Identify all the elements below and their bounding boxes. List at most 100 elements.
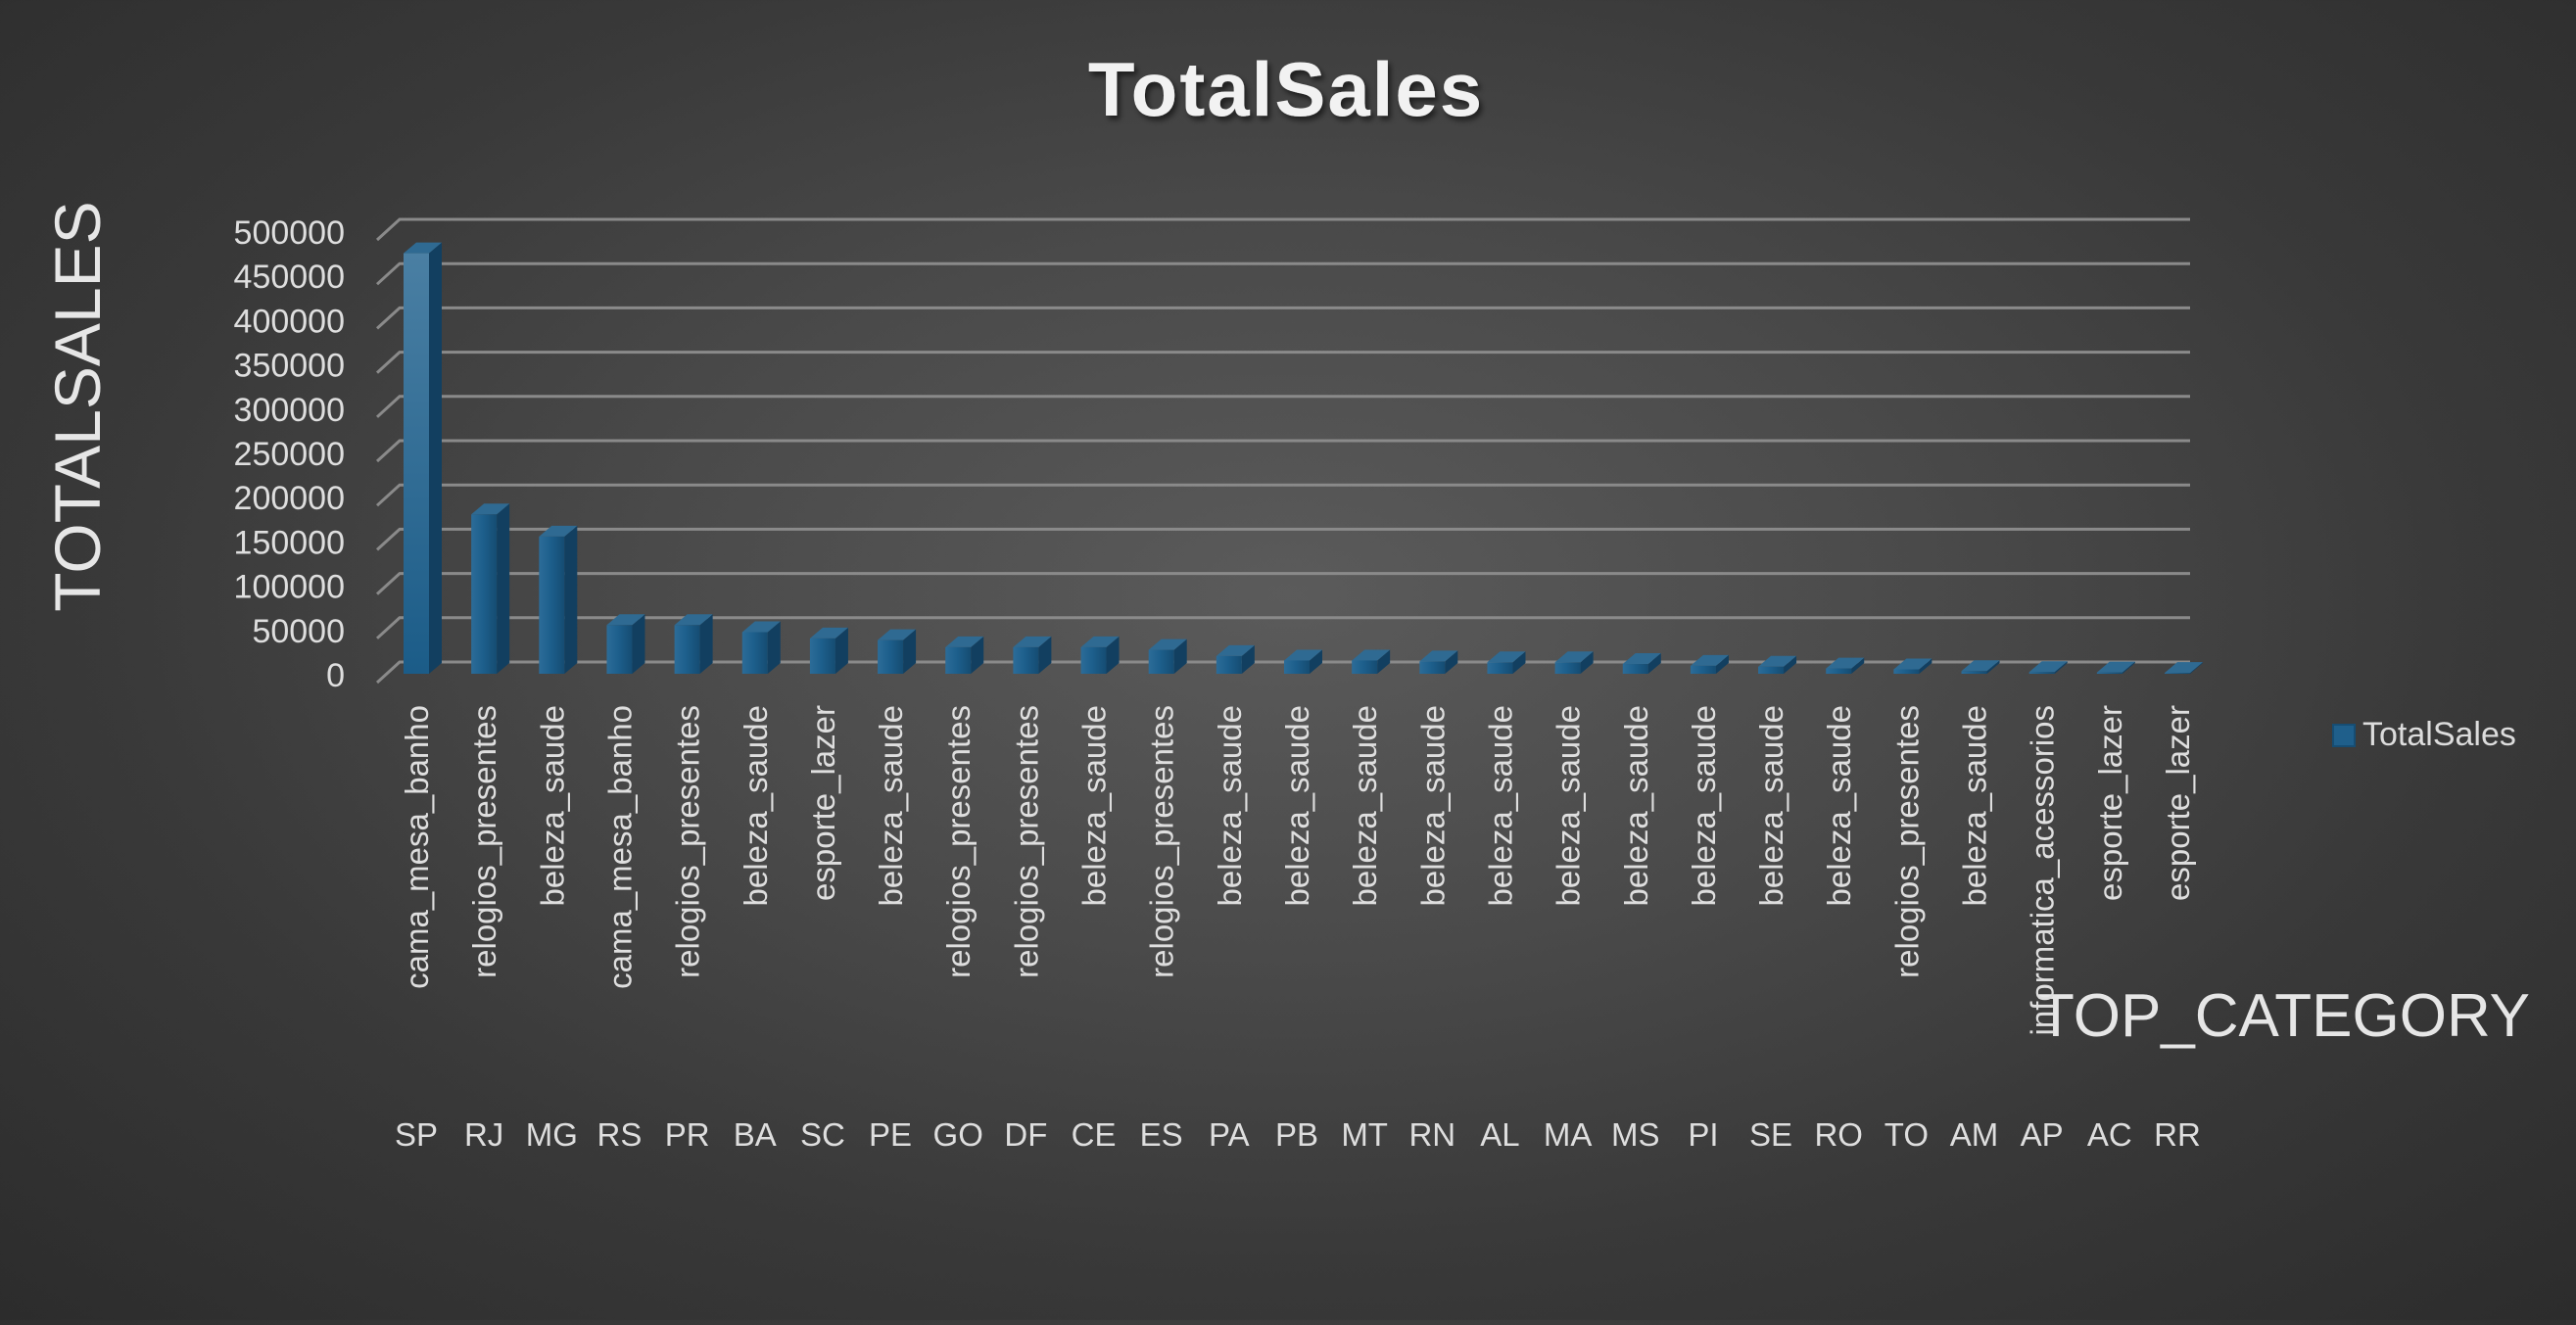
bar-side [1173,639,1187,674]
x-category-label: esporte_lazer [2160,705,2196,901]
gridline [375,572,2190,595]
bar-top [606,614,645,626]
y-tick-label: 150000 [234,524,345,561]
bar-side [1038,636,1052,674]
bar-front [1352,660,1378,674]
bar [1080,636,1120,674]
x-axis-state-labels: SP RJ MG RS PR BA SC PE GO DF CE ES PA PB MT RN AL MA MS PI… [395,1116,2201,1153]
x-category-label: relogios_presentes [940,705,977,978]
bar-side [564,525,578,674]
bar-top [2165,662,2203,674]
bar [809,627,848,674]
x-state-label: SE [1749,1116,1792,1153]
x-state-label: BA [734,1116,777,1153]
bar-top [1554,651,1594,663]
x-category-label: beleza_saude [1414,705,1451,907]
bar-front [404,253,429,674]
x-state-label: DF [1004,1116,1047,1153]
gridline [375,439,2190,463]
bar [404,242,442,674]
bar-front [741,632,768,674]
gridline [375,483,2190,507]
x-category-label: beleza_saude [1957,705,1993,907]
bar-side [1647,653,1661,674]
bar [1013,636,1052,674]
bar [1826,657,1865,674]
x-state-label: PI [1688,1116,1718,1153]
bar-top [1419,650,1458,662]
bar-front [1284,660,1310,674]
bar [539,525,578,674]
gridline [375,660,2190,685]
x-state-label: RN [1408,1116,1455,1153]
bar-front [2165,673,2190,674]
bar [1758,655,1797,674]
bar-front [945,646,972,674]
bar-top [1961,660,2000,672]
bar [1419,650,1458,674]
x-state-label: RO [1814,1116,1863,1153]
bar-side [903,629,917,674]
bar-top [1487,651,1526,663]
y-axis-ticks: 0 50000 100000 150000 200000 250000 300000 3500… [234,214,345,694]
y-tick-label: 100000 [234,569,345,606]
x-category-label: beleza_saude [1076,705,1113,907]
bar-front [878,639,904,674]
bar-top [674,614,713,626]
bar [1690,654,1729,674]
bar-top [945,636,984,647]
x-category-label: relogios_presentes [466,705,502,978]
x-state-label: SC [800,1116,845,1153]
x-axis-title: TOP_CATEGORY [2037,982,2530,1050]
bar-front [1148,649,1174,674]
bar-side [1784,655,1797,674]
x-state-label: TO [1884,1116,1929,1153]
bar-side [1715,654,1729,674]
bar-front [1487,662,1513,674]
bar-side [1377,649,1391,674]
y-tick-label: 200000 [234,480,345,517]
bar-side [1241,644,1255,674]
bar [1487,651,1526,674]
x-state-label: AC [2087,1116,2132,1153]
gridline [375,395,2190,418]
x-category-label: relogios_presentes [1008,705,1044,978]
bar-front [809,638,835,674]
gridline [375,351,2190,374]
bar [945,636,984,674]
bars [404,242,2203,674]
x-state-label: MS [1611,1116,1660,1153]
bar [1148,639,1187,674]
bar-side [1106,636,1120,674]
x-state-label: MT [1341,1116,1388,1153]
y-tick-label: 450000 [234,259,345,296]
x-category-label: beleza_saude [1212,705,1248,907]
bar-top [1013,636,1052,647]
bar-side [2122,661,2135,674]
bar-top [404,242,442,254]
bar-side [2190,662,2203,674]
x-category-label: beleza_saude [1618,705,1654,907]
bar-front [1690,665,1716,674]
bar-front [1216,655,1242,674]
bar [2165,662,2203,674]
gridline [375,306,2190,330]
x-state-label: MA [1544,1116,1593,1153]
chart-title: TotalSales [1088,46,1484,132]
x-state-label: PE [869,1116,912,1153]
gridline [375,261,2190,286]
x-category-label: cama_mesa_banho [601,705,638,989]
x-state-label: PB [1275,1116,1318,1153]
x-state-label: PA [1209,1116,1250,1153]
bar-top [1148,639,1187,650]
legend: TotalSales [2332,716,2516,753]
bar-side [767,621,781,674]
bar [2028,661,2068,674]
x-category-label: informatica_acessorios [2025,705,2061,1035]
bar-side [1580,651,1594,674]
bar-front [1554,662,1581,674]
y-axis-title: TOTALSALES [41,201,114,611]
x-category-label: relogios_presentes [670,705,706,978]
bar [1961,660,2000,674]
